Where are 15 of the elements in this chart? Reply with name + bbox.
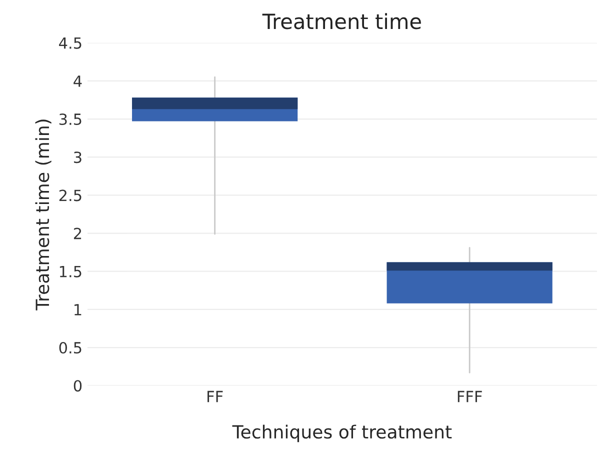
y-tick-label: 2.5 <box>59 190 82 202</box>
y-axis-title: Treatment time (min) <box>35 120 52 310</box>
y-tick-label: 0.5 <box>59 342 82 354</box>
x-tick-label: FF <box>208 390 223 402</box>
y-tick-label: 0 <box>74 380 82 392</box>
y-tick-label: 4.5 <box>59 38 82 49</box>
x-tick-label: FFF <box>458 390 482 402</box>
y-tick-label: 2 <box>74 228 82 240</box>
x-axis-title: Techniques of treatment <box>232 424 452 442</box>
y-tick-label: 4 <box>74 76 82 87</box>
chart-title: Treatment time <box>262 13 421 30</box>
y-tick-label: 3.5 <box>59 113 82 126</box>
y-tick-label: 1.5 <box>60 266 82 278</box>
y-tick-label: 3 <box>74 152 82 164</box>
y-tick-label: 1 <box>74 304 82 316</box>
